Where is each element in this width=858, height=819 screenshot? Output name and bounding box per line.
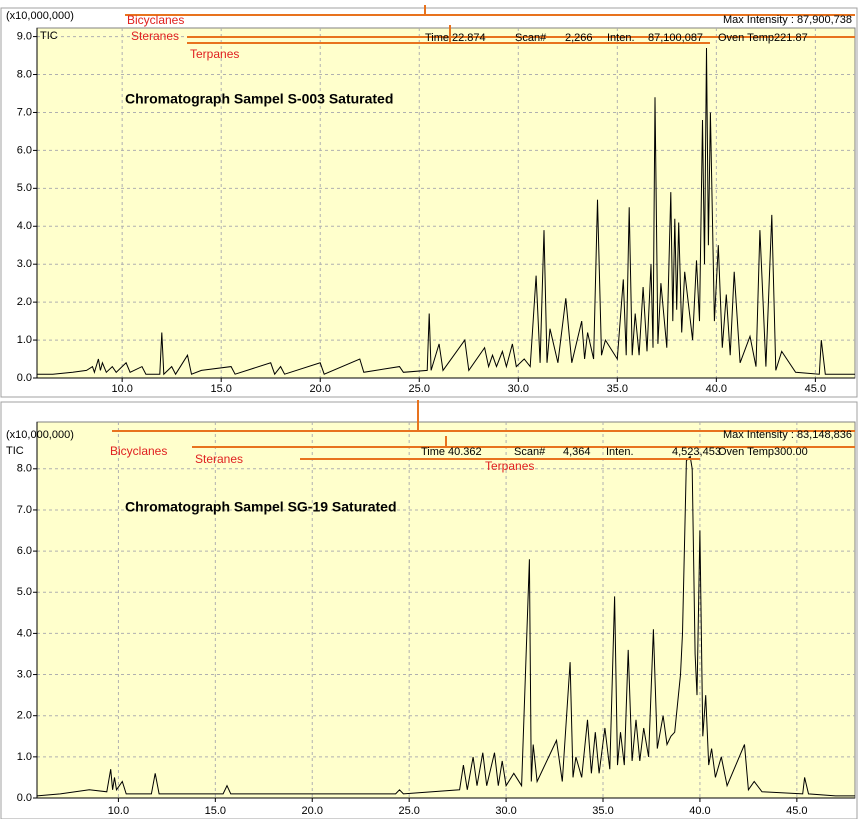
scan-info: 22.874: [452, 32, 486, 44]
scan-info: Time: [425, 32, 449, 44]
x-tick-label: 40.0: [689, 805, 710, 817]
compound-marker: Bicyclanes: [110, 444, 167, 458]
y-unit: (x10,000,000): [6, 10, 74, 22]
x-tick-label: 15.0: [205, 805, 226, 817]
chart-title: Chromatograph Sampel S-003 Saturated: [125, 91, 393, 107]
x-tick-label: 30.0: [508, 383, 529, 395]
scan-info: Inten.: [607, 32, 635, 44]
y-tick-label: 2.0: [17, 296, 32, 308]
scan-info: Scan#: [515, 32, 547, 44]
scan-info: 40.362: [448, 446, 482, 458]
scan-info: 2,266: [565, 32, 593, 44]
trace-label: TIC: [6, 445, 24, 457]
scan-info: 4,364: [563, 446, 591, 458]
y-tick-label: 4.0: [17, 220, 32, 232]
x-tick-label: 10.0: [111, 383, 132, 395]
chromatogram-panel: 0.0 1.0 2.0 3.0 4.0 5.0 6.0 7.0 8.0 9.0 10.0 15.0 20…: [0, 5, 858, 398]
y-tick-label: 3.0: [17, 258, 32, 270]
plot-background: [36, 27, 856, 379]
compound-marker: Steranes: [131, 29, 179, 43]
y-tick-label: 6.0: [17, 545, 32, 557]
chromatogram-panel: 0.0 1.0 2.0 3.0 4.0 5.0 6.0 7.0 8.0 10.0 15.0 20.0 2…: [0, 400, 858, 819]
chart-title: Chromatograph Sampel SG-19 Saturated: [125, 499, 397, 515]
scan-info: 87,100,087: [648, 32, 703, 44]
y-tick-label: 7.0: [17, 504, 32, 516]
x-tick-label: 20.0: [310, 383, 331, 395]
y-unit: (x10,000,000): [6, 429, 74, 441]
y-tick-label: 8.0: [17, 68, 32, 80]
x-tick-label: 35.0: [607, 383, 628, 395]
y-tick-label: 9.0: [17, 30, 32, 42]
trace-label: TIC: [40, 30, 58, 42]
panel-frame: [0, 401, 858, 819]
y-tick-label: 2.0: [17, 710, 32, 722]
x-tick-label: 45.0: [805, 383, 826, 395]
scan-info: Inten.: [606, 446, 634, 458]
tic-trace: [36, 455, 855, 797]
scan-info: Time: [421, 446, 445, 458]
x-tick-label: 15.0: [210, 383, 231, 395]
y-tick-label: 1.0: [17, 751, 32, 763]
max-intensity: Max Intensity : 87,900,738: [723, 14, 852, 26]
y-tick-label: 6.0: [17, 144, 32, 156]
x-tick-label: 45.0: [786, 805, 807, 817]
y-tick-label: 1.0: [17, 334, 32, 346]
tic-trace: [37, 47, 855, 376]
panel-frame: [0, 7, 858, 398]
x-tick-label: 10.0: [108, 805, 129, 817]
x-tick-label: 35.0: [592, 805, 613, 817]
x-tick-label: 25.0: [398, 805, 419, 817]
y-tick-label: 7.0: [17, 106, 32, 118]
compound-marker: Terpanes: [190, 47, 239, 61]
scan-info: Scan#: [514, 446, 546, 458]
y-tick-label: 0.0: [17, 792, 32, 804]
y-tick-label: 4.0: [17, 627, 32, 639]
y-tick-label: 5.0: [17, 182, 32, 194]
scan-info: Oven Temp221.87: [718, 32, 808, 44]
max-intensity: Max Intensity : 83,148,836: [723, 429, 852, 441]
y-tick-label: 3.0: [17, 668, 32, 680]
x-tick-label: 40.0: [706, 383, 727, 395]
compound-marker: Bicyclanes: [127, 13, 184, 27]
plot-background: [36, 421, 856, 799]
y-tick-label: 0.0: [17, 372, 32, 384]
compound-marker: Terpanes: [485, 459, 534, 473]
x-tick-label: 25.0: [409, 383, 430, 395]
x-tick-label: 20.0: [302, 805, 323, 817]
scan-info: Oven Temp300.00: [718, 446, 808, 458]
compound-marker: Steranes: [195, 452, 243, 466]
x-tick-label: 30.0: [495, 805, 516, 817]
y-tick-label: 5.0: [17, 586, 32, 598]
y-tick-label: 8.0: [17, 463, 32, 475]
scan-info: 4,523,453: [672, 446, 721, 458]
